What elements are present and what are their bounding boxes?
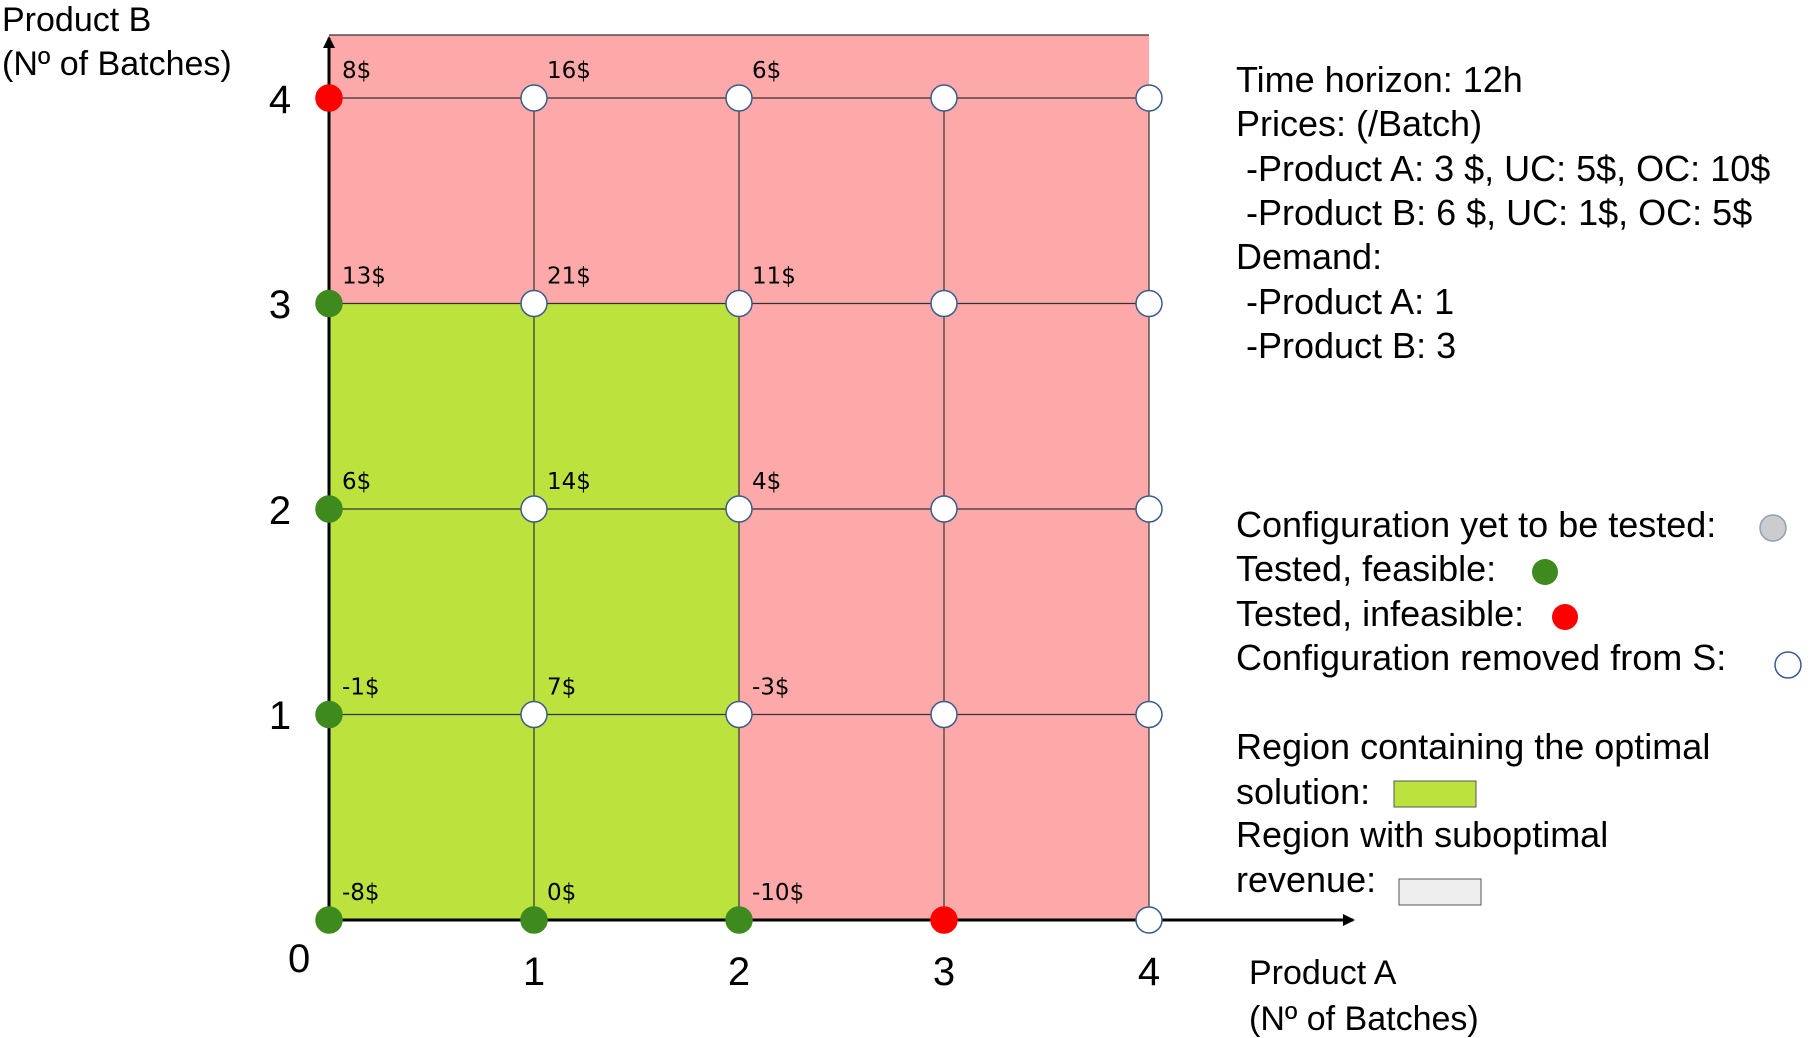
legend-infeasible-marker [1552,604,1578,630]
configuration-point-removed-a2-b4 [725,84,753,112]
info-time-horizon: Time horizon: 12h [1236,59,1523,100]
configuration-point-feasible-a0-b0 [315,906,343,934]
x-axis-title-line2: (Nº of Batches) [1249,1000,1479,1038]
revenue-label-a2-b3: 11$ [752,264,796,290]
y-tick-3: 3 [269,283,291,327]
configuration-point-removed-a4-b0 [1135,906,1163,934]
x-tick-3: 3 [933,950,955,994]
x-tick-4: 4 [1138,950,1160,994]
y-tick-1: 1 [269,694,291,738]
info-prices-heading: Prices: (/Batch) [1236,103,1482,144]
revenue-label-a2-b0: -10$ [752,880,804,906]
legend-untested-marker [1759,514,1787,542]
legend-untested-label: Configuration yet to be tested: [1236,504,1716,545]
revenue-label-a1-b1: 7$ [547,675,576,701]
configuration-points: -8$ 0$ -10$ -1$ 7$ -3$ 6$ 14$ 4$ 13$ 21$ 11$ 8$ 16$ 6$ [315,58,1163,934]
info-price-product-b: -Product B: 6 $, UC: 1$, OC: 5$ [1236,192,1752,233]
y-tick-4: 4 [269,78,291,122]
x-tick-2: 2 [728,950,750,994]
configuration-point-removed-a2-b1 [725,700,753,729]
legend-optimal-swatch [1393,780,1477,808]
revenue-label-a1-b3: 21$ [547,264,591,290]
revenue-label-a1-b0: 0$ [547,880,576,906]
y-axis-title-line2: (Nº of Batches) [2,45,232,83]
x-tick-1: 1 [523,950,545,994]
revenue-label-a0-b2: 6$ [342,469,371,495]
legend-feasible-marker [1532,559,1558,585]
revenue-label-a2-b1: -3$ [752,675,790,701]
configuration-point-removed-a3-b4 [930,84,958,112]
legend-feasible-label: Tested, feasible: [1236,548,1496,589]
x-axis-title-line1: Product A [1249,954,1397,992]
configuration-point-removed-a1-b4 [520,84,548,112]
revenue-label-a1-b2: 14$ [547,469,591,495]
configuration-point-feasible-a2-b0 [725,906,753,934]
revenue-label-a0-b0: -8$ [342,880,380,906]
info-demand-product-b: -Product B: 3 [1236,325,1456,366]
configuration-point-removed-a2-b2 [725,495,753,523]
revenue-label-a0-b3: 13$ [342,264,386,290]
y-tick-2: 2 [269,489,291,533]
configuration-point-infeasible-a0-b4 [315,84,343,112]
configuration-point-removed-a4-b4 [1135,84,1163,112]
legend-suboptimal-swatch [1398,878,1482,906]
configuration-point-removed-a4-b3 [1135,289,1163,318]
configuration-point-removed-a3-b3 [930,289,958,318]
info-demand-heading: Demand: [1236,236,1382,277]
legend-optimal-label-line1: Region containing the optimal [1236,726,1710,767]
y-axis-title-line1: Product B [2,1,151,39]
legend-removed-marker [1774,651,1802,679]
configuration-point-feasible-a1-b0 [520,906,548,934]
info-demand-product-a: -Product A: 1 [1236,281,1454,322]
legend-suboptimal-label-line1: Region with suboptimal [1236,814,1608,855]
configuration-point-removed-a3-b2 [930,495,958,523]
legend-optimal-label-line2: solution: [1236,771,1370,812]
configuration-point-removed-a1-b3 [520,289,548,318]
revenue-label-a2-b4: 6$ [752,58,781,84]
configuration-point-feasible-a0-b3 [315,289,343,318]
legend-infeasible-label: Tested, infeasible: [1236,593,1524,634]
origin-label: 0 [288,937,310,981]
revenue-label-a1-b4: 16$ [547,58,591,84]
configuration-point-infeasible-a3-b0 [930,906,958,934]
info-price-product-a: -Product A: 3 $, UC: 5$, OC: 10$ [1236,148,1770,189]
configuration-point-feasible-a0-b1 [315,700,343,729]
configuration-point-removed-a3-b1 [930,700,958,729]
legend-suboptimal-label-line2: revenue: [1236,859,1376,900]
configuration-point-removed-a1-b2 [520,495,548,523]
configuration-point-removed-a4-b2 [1135,495,1163,523]
configuration-point-removed-a4-b1 [1135,700,1163,729]
configuration-point-removed-a2-b3 [725,289,753,318]
revenue-label-a0-b1: -1$ [342,675,380,701]
configuration-point-removed-a1-b1 [520,700,548,729]
legend-removed-label: Configuration removed from S: [1236,637,1726,678]
revenue-label-a2-b2: 4$ [752,469,781,495]
configuration-point-feasible-a0-b2 [315,495,343,523]
revenue-label-a0-b4: 8$ [342,58,371,84]
